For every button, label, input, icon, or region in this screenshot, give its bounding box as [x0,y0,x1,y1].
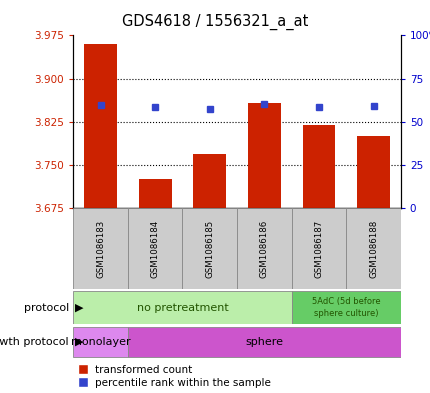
Bar [128,327,400,357]
Bar [73,208,128,289]
Text: ▶: ▶ [75,337,84,347]
Bar [73,327,128,357]
Bar [84,44,117,208]
Bar [345,208,400,289]
Text: protocol: protocol [24,303,69,312]
Text: GSM1086187: GSM1086187 [314,219,322,278]
Text: GSM1086185: GSM1086185 [205,219,214,278]
Text: GDS4618 / 1556321_a_at: GDS4618 / 1556321_a_at [122,14,308,30]
Bar [237,208,291,289]
Bar [302,125,335,208]
Text: growth protocol: growth protocol [0,337,69,347]
Bar [193,154,226,208]
Bar [128,208,182,289]
Bar [356,136,389,208]
Text: GSM1086184: GSM1086184 [150,219,159,278]
Bar [247,103,280,208]
Text: sphere: sphere [245,337,283,347]
Text: GSM1086186: GSM1086186 [259,219,268,278]
Bar [291,208,345,289]
Bar [291,292,400,323]
Text: GSM1086188: GSM1086188 [368,219,377,278]
Text: ▶: ▶ [75,303,84,312]
Bar [73,292,291,323]
Text: no pretreatment: no pretreatment [136,303,228,312]
Bar [138,179,171,208]
Text: GSM1086183: GSM1086183 [96,219,105,278]
Text: 5AdC (5d before
sphere culture): 5AdC (5d before sphere culture) [311,298,380,318]
Bar [182,208,236,289]
Text: monolayer: monolayer [71,337,130,347]
Legend: transformed count, percentile rank within the sample: transformed count, percentile rank withi… [78,365,270,388]
